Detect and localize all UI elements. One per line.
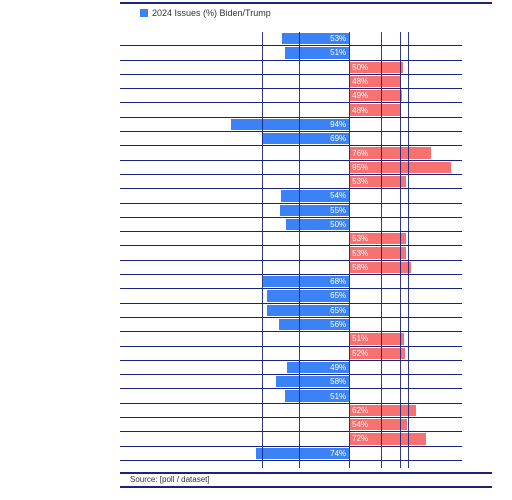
chart-row: 51% [120,46,462,60]
chart-row: 74% [120,447,462,461]
bar-blue: 55% [280,205,349,216]
axis-tick [408,32,409,468]
chart-row: 50% [120,61,462,75]
bar-blue: 54% [281,190,349,201]
axis-tick [299,32,300,468]
chart-row: 72% [120,432,462,446]
bar-blue: 58% [276,376,349,387]
bar-blue: 53% [282,33,349,44]
chart-bottom-rule-2 [120,486,492,488]
bar-blue: 65% [267,305,349,316]
axis-tick [400,32,401,468]
chart-row: 95% [120,161,462,175]
chart-row: 53% [120,246,462,260]
chart-row: 53% [120,32,462,46]
bar-red: 62% [349,405,415,416]
bar-red: 72% [349,433,426,444]
chart-row: 56% [120,318,462,332]
chart-row: 94% [120,118,462,132]
chart-row: 65% [120,289,462,303]
bar-blue: 49% [287,362,349,373]
chart-row: 69% [120,132,462,146]
bar-red: 76% [349,147,430,158]
chart-row: 53% [120,175,462,189]
axis-tick [262,32,263,468]
bar-blue: 68% [263,276,349,287]
bar-blue: 51% [285,47,349,58]
bar-red: 54% [349,419,407,430]
chart-row: 55% [120,204,462,218]
bar-red: 50% [349,62,403,73]
chart-row: 62% [120,404,462,418]
legend-swatch-blue [140,9,148,17]
chart-top-rule [120,2,492,4]
chart-row: 54% [120,418,462,432]
bar-red: 52% [349,348,405,359]
chart-bottom-rule-1 [120,472,492,474]
axis-tick [381,32,382,468]
chart-row: 58% [120,375,462,389]
bar-red: 51% [349,333,404,344]
bar-red: 53% [349,176,406,187]
bar-red: 48% [349,104,400,115]
chart-row: 53% [120,232,462,246]
chart-row: 49% [120,361,462,375]
bar-blue: 94% [231,119,349,130]
bar-blue: 56% [279,319,350,330]
chart-row: 65% [120,304,462,318]
diverging-bar-chart: 2024 Issues (%) Biden/Trump 53% 51% 50% … [0,0,512,500]
chart-row: 76% [120,146,462,160]
chart-row: 51% [120,389,462,403]
bar-red: 53% [349,233,406,244]
chart-rows-area: 53% 51% 50% 48% 49% 48% 94% 69% 76% 95% … [120,32,462,461]
bar-red: 48% [349,76,400,87]
axis-center-line [349,32,350,468]
chart-title: 2024 Issues (%) Biden/Trump [152,8,271,18]
bar-blue: 65% [267,290,349,301]
chart-row: 48% [120,103,462,117]
chart-row: 52% [120,347,462,361]
chart-row: 51% [120,332,462,346]
chart-source: Source: [poll / dataset] [130,475,210,484]
bar-red: 49% [349,90,402,101]
bar-red: 53% [349,247,406,258]
chart-legend: 2024 Issues (%) Biden/Trump [140,8,271,18]
bar-blue: 50% [286,219,349,230]
chart-row: 58% [120,261,462,275]
bar-blue: 69% [262,133,349,144]
bar-blue: 74% [256,448,349,459]
chart-row: 48% [120,75,462,89]
bar-blue: 51% [285,390,349,401]
chart-row: 68% [120,275,462,289]
chart-row: 50% [120,218,462,232]
chart-row: 49% [120,89,462,103]
chart-row: 54% [120,189,462,203]
